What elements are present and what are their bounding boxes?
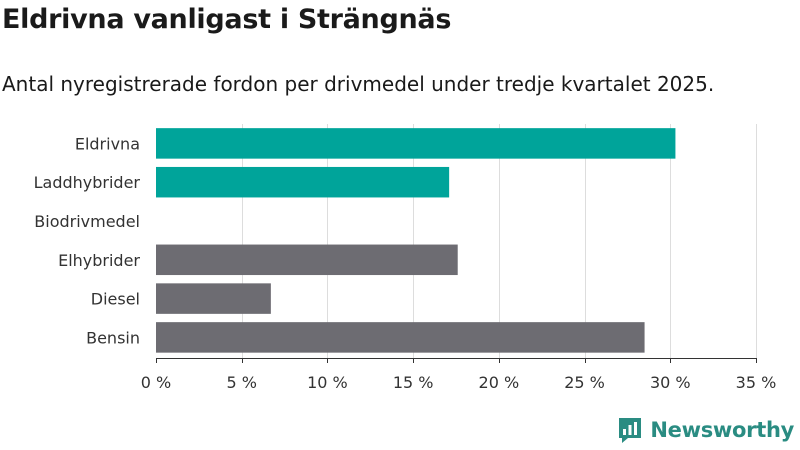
newsworthy-logo-icon	[619, 418, 642, 443]
category-label: Elhybrider	[58, 251, 140, 270]
bar	[156, 128, 676, 159]
x-tick-label: 15 %	[393, 373, 434, 392]
bar	[156, 244, 458, 276]
x-tick-label: 10 %	[307, 373, 348, 392]
category-label: Laddhybrider	[34, 173, 141, 192]
category-label: Bensin	[86, 328, 140, 347]
x-tick-label: 0 %	[141, 373, 171, 392]
category-label: Eldrivna	[75, 134, 140, 153]
chart-title: Eldrivna vanligast i Strängnäs	[2, 4, 452, 35]
chart-subtitle: Antal nyregistrerade fordon per drivmede…	[2, 72, 715, 96]
x-tick-label: 20 %	[479, 373, 520, 392]
bar	[156, 322, 645, 353]
brand-name: Newsworthy	[650, 418, 794, 442]
category-label: Diesel	[91, 290, 140, 309]
x-tick-label: 25 %	[564, 373, 605, 392]
brand-logo: Newsworthy	[617, 416, 794, 444]
x-tick-label: 30 %	[650, 373, 691, 392]
bar	[156, 283, 271, 314]
bar	[156, 166, 450, 198]
x-tick-label: 35 %	[736, 373, 777, 392]
category-label: Biodrivmedel	[34, 212, 140, 231]
x-tick-label: 5 %	[226, 373, 256, 392]
